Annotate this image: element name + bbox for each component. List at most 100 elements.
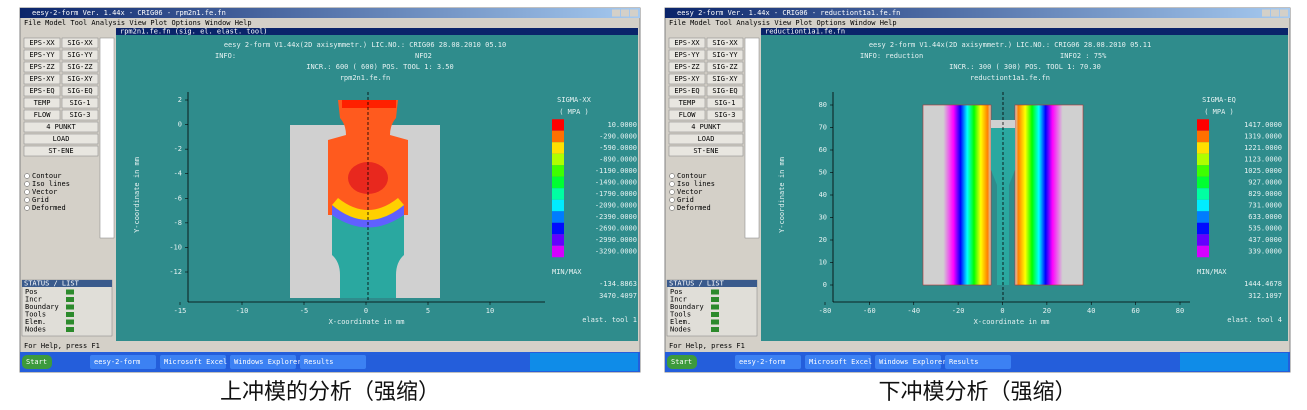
- tool-button[interactable]: [668, 145, 744, 157]
- tool-button[interactable]: [668, 133, 744, 145]
- tool-button[interactable]: [668, 121, 744, 133]
- window-button[interactable]: [1271, 9, 1279, 17]
- min-value: 1444.4678: [1244, 280, 1282, 288]
- tool-button[interactable]: [23, 145, 99, 157]
- tool-button[interactable]: [706, 37, 744, 49]
- tool-button[interactable]: [23, 121, 99, 133]
- task-label: eesy-2-form: [94, 358, 140, 366]
- tool-button[interactable]: [668, 73, 706, 85]
- tool-button[interactable]: [668, 109, 706, 121]
- status-label: Incr: [670, 296, 687, 304]
- tool-button[interactable]: [668, 85, 706, 97]
- y-tick-label: 30: [819, 214, 827, 222]
- tool-button-label: EPS-YY: [674, 51, 700, 59]
- window-button[interactable]: [612, 9, 620, 17]
- tool-button-label: EPS-XY: [29, 75, 55, 83]
- tool-button-label: SIG-1: [714, 99, 735, 107]
- legend-swatch: [552, 211, 564, 223]
- radio[interactable]: [669, 173, 675, 179]
- tool-button[interactable]: [23, 85, 61, 97]
- viz-title-text: rpm2n1.fe.fn (sig. el. elast. tool): [120, 28, 268, 36]
- tool-button[interactable]: [706, 61, 744, 73]
- tool-button[interactable]: [668, 49, 706, 61]
- tool-button[interactable]: [61, 49, 99, 61]
- legend-label: 1221.0000: [1244, 144, 1282, 152]
- tool-button[interactable]: [23, 109, 61, 121]
- header-info2: NFO2: [415, 52, 432, 60]
- radio[interactable]: [669, 189, 675, 195]
- legend-label: 1417.0000: [1244, 121, 1282, 129]
- window-button[interactable]: [1280, 9, 1288, 17]
- status-label: Boundary: [670, 303, 704, 311]
- radio[interactable]: [24, 197, 30, 203]
- tool-button[interactable]: [23, 37, 61, 49]
- tool-button[interactable]: [61, 85, 99, 97]
- task-button[interactable]: [875, 355, 941, 369]
- window-button[interactable]: [630, 9, 638, 17]
- start-button[interactable]: [667, 355, 697, 369]
- legend-swatch: [552, 176, 564, 189]
- tool-button-label: EPS-ZZ: [674, 63, 699, 71]
- tool-button-label: TEMP: [679, 99, 696, 107]
- task-button[interactable]: [160, 355, 226, 369]
- x-tick-label: 20: [1043, 307, 1051, 315]
- radio[interactable]: [24, 181, 30, 187]
- tool-button[interactable]: [706, 85, 744, 97]
- tool-button[interactable]: [668, 37, 706, 49]
- legend-swatch: [552, 199, 564, 212]
- y-tick-label: 80: [819, 101, 827, 109]
- x-tick-label: 5: [426, 307, 430, 315]
- radio-label: Iso lines: [32, 180, 70, 188]
- start-button[interactable]: [22, 355, 52, 369]
- legend-swatch: [1197, 130, 1209, 143]
- legend-swatch: [552, 234, 564, 246]
- tool-button[interactable]: [706, 49, 744, 61]
- viz-title: [116, 28, 638, 35]
- task-button[interactable]: [945, 355, 1011, 369]
- tool-button[interactable]: [61, 73, 99, 85]
- tool-button[interactable]: [23, 49, 61, 61]
- tool-button[interactable]: [706, 73, 744, 85]
- tool-button[interactable]: [668, 97, 706, 109]
- tool-button[interactable]: [706, 109, 744, 121]
- task-button[interactable]: [90, 355, 156, 369]
- tool-button[interactable]: [668, 61, 706, 73]
- window-title: eesy-2-form Ver. 1.44x - CRIG06 - rpm2n1…: [32, 9, 226, 17]
- legend-label: -1490.0000: [595, 179, 637, 187]
- radio[interactable]: [24, 173, 30, 179]
- window-title: eesy 2-form Ver. 1.44x - CRIG06 - reduct…: [677, 9, 900, 17]
- radio[interactable]: [24, 205, 30, 211]
- tool-button[interactable]: [23, 97, 61, 109]
- tool-button-label: 4 PUNKT: [46, 123, 76, 131]
- legend-label: 339.0000: [1248, 248, 1282, 256]
- window-button[interactable]: [1262, 9, 1270, 17]
- window-button[interactable]: [621, 9, 629, 17]
- header-line: eesy 2-form V1.44x(2D axisymmetr.) LIC.N…: [869, 41, 1151, 49]
- tool-button[interactable]: [23, 133, 99, 145]
- task-button[interactable]: [805, 355, 871, 369]
- task-button[interactable]: [300, 355, 366, 369]
- status-led: [711, 297, 719, 302]
- tool-button[interactable]: [706, 97, 744, 109]
- task-label: eesy-2-form: [739, 358, 785, 366]
- tool-button[interactable]: [61, 37, 99, 49]
- tool-button[interactable]: [23, 61, 61, 73]
- status-header: [667, 280, 757, 287]
- radio[interactable]: [24, 189, 30, 195]
- task-button[interactable]: [735, 355, 801, 369]
- tool-button-label: SIG-XY: [712, 75, 738, 83]
- x-tick-label: 10: [486, 307, 494, 315]
- tool-button[interactable]: [61, 97, 99, 109]
- task-button[interactable]: [230, 355, 296, 369]
- tool-button[interactable]: [23, 73, 61, 85]
- tool-button[interactable]: [61, 109, 99, 121]
- radio[interactable]: [669, 197, 675, 203]
- radio[interactable]: [669, 181, 675, 187]
- radio-label: Contour: [677, 172, 707, 180]
- tool-button-label: SIG-ZZ: [712, 63, 737, 71]
- x-tick-label: -40: [907, 307, 920, 315]
- radio[interactable]: [669, 205, 675, 211]
- y-tick-label: -2: [174, 145, 182, 153]
- tool-button[interactable]: [61, 61, 99, 73]
- y-tick-label: 0: [178, 121, 182, 129]
